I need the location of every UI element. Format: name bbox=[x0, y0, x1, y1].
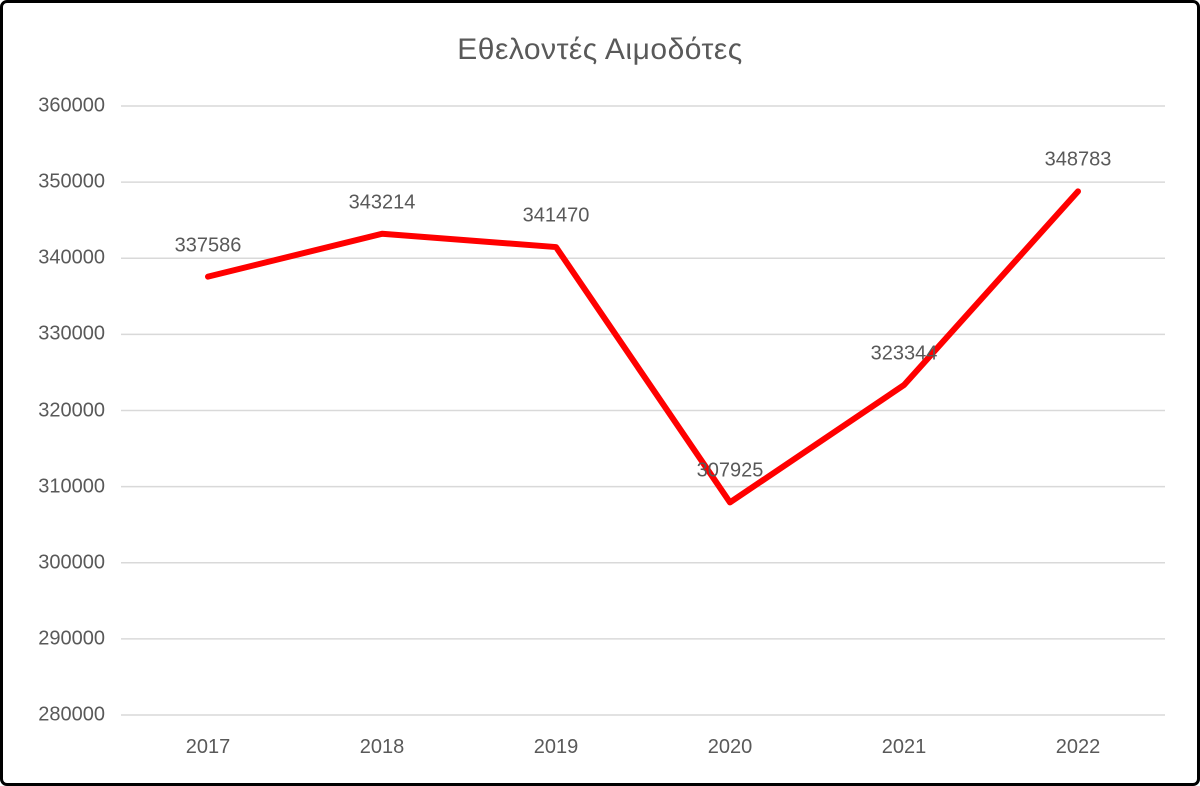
x-axis-tick-label: 2019 bbox=[533, 736, 579, 758]
data-point-label: 323344 bbox=[870, 342, 938, 365]
y-axis-tick-label: 290000 bbox=[38, 627, 105, 650]
data-point-label: 337586 bbox=[174, 234, 242, 257]
y-axis-tick-label: 310000 bbox=[38, 475, 105, 498]
x-axis-tick-label: 2017 bbox=[185, 736, 231, 758]
data-point-label: 307925 bbox=[696, 459, 764, 482]
data-point-label: 343214 bbox=[348, 191, 416, 214]
x-axis-tick-label: 2020 bbox=[707, 736, 753, 758]
x-axis-tick-label: 2022 bbox=[1055, 736, 1101, 758]
y-axis-tick-label: 360000 bbox=[38, 94, 105, 117]
chart-title: Εθελοντές Αιμοδότες bbox=[457, 33, 743, 66]
y-axis-tick-label: 320000 bbox=[38, 399, 105, 421]
y-axis-tick-label: 280000 bbox=[38, 703, 105, 726]
data-point-label: 348783 bbox=[1044, 148, 1112, 171]
data-point-label: 341470 bbox=[522, 204, 590, 227]
y-axis-tick-label: 300000 bbox=[38, 551, 105, 574]
data-series-line bbox=[205, 188, 1081, 506]
y-axis-tick-label: 330000 bbox=[38, 322, 105, 345]
x-axis-tick-label: 2021 bbox=[881, 736, 927, 758]
y-axis-tick-label: 350000 bbox=[38, 170, 105, 193]
y-axis-tick-label: 340000 bbox=[38, 246, 105, 269]
chart-canvas bbox=[121, 105, 1165, 716]
x-axis-tick-label: 2018 bbox=[359, 736, 405, 758]
